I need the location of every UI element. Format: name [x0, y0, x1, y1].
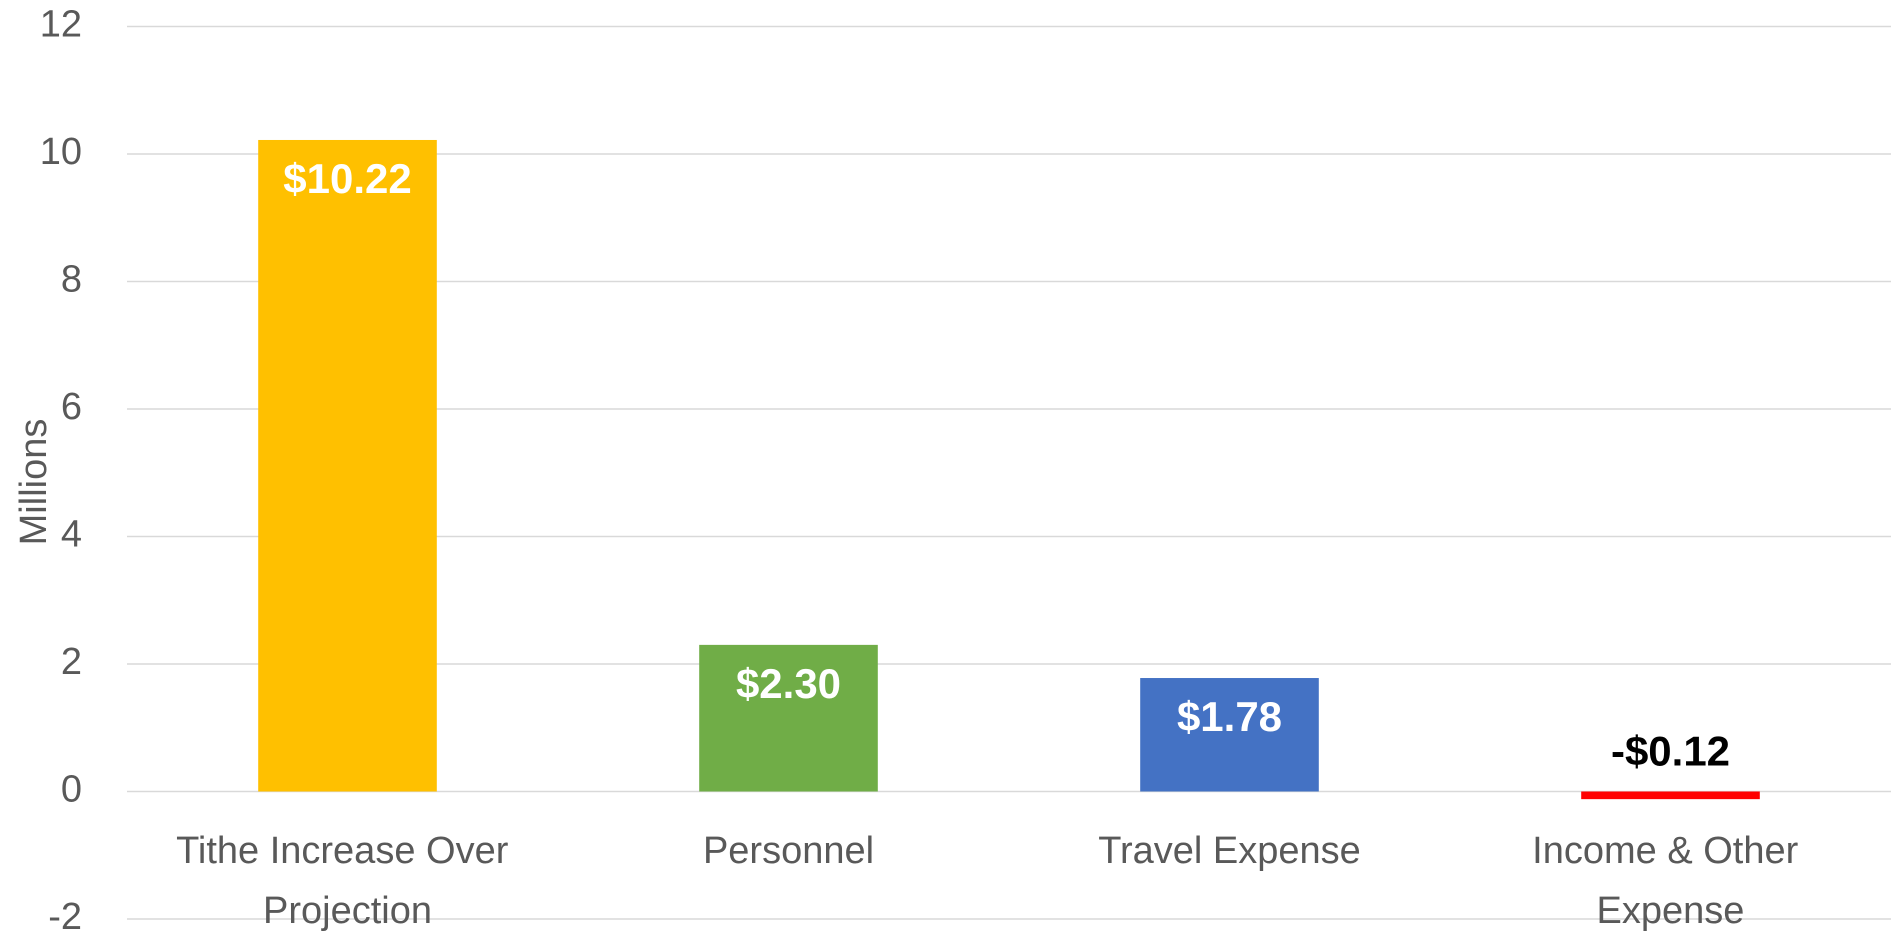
y-tick-label: -2: [48, 896, 82, 936]
y-tick-label: 4: [61, 514, 82, 556]
y-axis-label: Millions: [13, 419, 55, 546]
y-tick-label: 2: [61, 641, 82, 683]
value-label: $10.22: [283, 155, 411, 202]
y-tick-label: 0: [61, 769, 82, 811]
x-tick-label: Tithe Increase Over Projection: [176, 830, 519, 932]
bar: [699, 644, 878, 792]
bar: [1140, 678, 1319, 792]
x-tick-label: Travel Expense: [1098, 830, 1361, 872]
x-tick-label: Income & Other Expense: [1532, 830, 1809, 932]
value-label: $2.30: [736, 660, 841, 707]
value-label: $1.78: [1177, 693, 1282, 740]
bar: [258, 139, 437, 792]
bar: [1581, 791, 1760, 800]
value-label: -$0.12: [1611, 728, 1730, 775]
y-tick-label: 10: [40, 131, 82, 173]
y-tick-label: 12: [40, 4, 82, 46]
y-tick-label: 8: [61, 259, 82, 301]
y-tick-label: 6: [61, 386, 82, 428]
x-tick-label: Personnel: [703, 830, 874, 872]
